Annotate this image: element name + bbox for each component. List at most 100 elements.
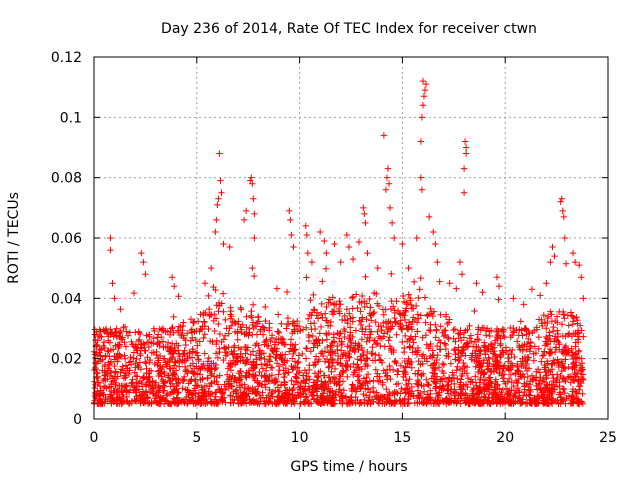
- data-point: [355, 238, 363, 246]
- data-point: [223, 371, 231, 378]
- data-point: [294, 379, 302, 387]
- data-point: [104, 367, 111, 374]
- data-point: [355, 340, 362, 348]
- data-point: [213, 337, 221, 344]
- data-point: [401, 312, 408, 319]
- data-point: [250, 195, 257, 202]
- data-point: [541, 393, 548, 401]
- data-point: [266, 372, 273, 380]
- data-point: [327, 351, 334, 359]
- data-point: [273, 351, 280, 359]
- data-point: [302, 379, 309, 387]
- data-point: [501, 333, 508, 341]
- data-point: [523, 346, 530, 353]
- data-point: [433, 390, 441, 397]
- data-point: [412, 348, 419, 355]
- data-point: [126, 386, 134, 394]
- data-point: [564, 374, 572, 381]
- data-point: [128, 379, 136, 386]
- data-point: [364, 385, 372, 392]
- data-point: [349, 293, 357, 301]
- data-point: [571, 258, 579, 266]
- data-point: [364, 400, 371, 407]
- data-point: [372, 318, 379, 326]
- data-point: [393, 359, 400, 367]
- data-point: [547, 368, 554, 376]
- data-point: [507, 397, 515, 405]
- data-point: [139, 388, 147, 395]
- data-point: [322, 379, 329, 387]
- data-point: [146, 388, 154, 396]
- data-point: [92, 354, 99, 362]
- data-point: [216, 372, 223, 379]
- y-axis-label: ROTI / TECUs: [6, 192, 22, 284]
- data-point: [578, 364, 585, 371]
- data-point: [386, 343, 394, 350]
- data-point: [179, 385, 186, 392]
- data-point: [484, 366, 491, 373]
- data-point: [491, 348, 498, 355]
- data-point: [379, 306, 387, 313]
- data-point: [357, 385, 365, 392]
- data-point: [495, 327, 502, 335]
- data-point: [227, 399, 235, 407]
- data-point: [168, 274, 176, 281]
- data-point: [416, 286, 423, 293]
- data-point: [317, 383, 324, 390]
- data-point: [170, 388, 177, 395]
- data-point: [570, 396, 577, 404]
- data-point: [297, 327, 304, 334]
- data-point: [580, 295, 587, 302]
- data-point: [530, 327, 538, 335]
- data-point: [546, 350, 553, 357]
- data-point: [204, 366, 211, 374]
- data-point: [346, 324, 354, 331]
- data-point: [461, 138, 469, 145]
- data-point: [460, 359, 467, 367]
- data-point: [397, 400, 404, 408]
- data-point: [405, 291, 412, 298]
- data-point: [165, 372, 172, 379]
- data-point: [455, 344, 462, 351]
- data-point: [237, 304, 244, 312]
- data-point: [306, 386, 313, 394]
- data-point: [474, 358, 482, 366]
- data-point: [447, 390, 455, 398]
- data-point: [496, 342, 504, 349]
- data-point: [527, 386, 534, 393]
- data-point: [521, 383, 528, 390]
- data-point: [159, 325, 167, 332]
- data-point: [307, 296, 314, 304]
- data-point: [345, 335, 353, 342]
- data-point: [192, 378, 199, 385]
- data-point: [325, 296, 333, 303]
- data-point: [497, 340, 505, 348]
- data-point: [548, 361, 555, 368]
- data-point: [259, 331, 267, 338]
- data-point: [181, 376, 188, 383]
- data-point: [454, 396, 462, 404]
- data-point: [275, 393, 283, 400]
- data-point: [148, 349, 156, 357]
- data-point: [385, 337, 392, 344]
- data-point: [288, 377, 295, 384]
- data-point: [373, 290, 380, 298]
- data-point: [410, 339, 417, 346]
- data-point: [319, 337, 326, 344]
- data-point: [122, 343, 130, 350]
- data-point: [329, 294, 336, 301]
- data-point: [422, 395, 429, 403]
- data-point: [530, 357, 538, 364]
- data-point: [474, 331, 482, 338]
- data-point: [364, 370, 372, 378]
- data-point: [397, 324, 405, 332]
- data-point: [430, 361, 437, 368]
- data-point: [533, 382, 540, 390]
- data-point: [442, 400, 450, 408]
- data-point: [106, 339, 114, 346]
- data-point: [319, 314, 326, 321]
- data-point: [398, 338, 406, 346]
- data-point: [497, 400, 504, 408]
- data-point: [287, 341, 295, 348]
- data-point: [136, 391, 143, 399]
